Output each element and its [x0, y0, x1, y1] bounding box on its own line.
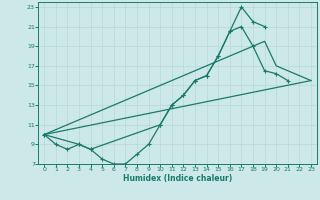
- X-axis label: Humidex (Indice chaleur): Humidex (Indice chaleur): [123, 174, 232, 183]
